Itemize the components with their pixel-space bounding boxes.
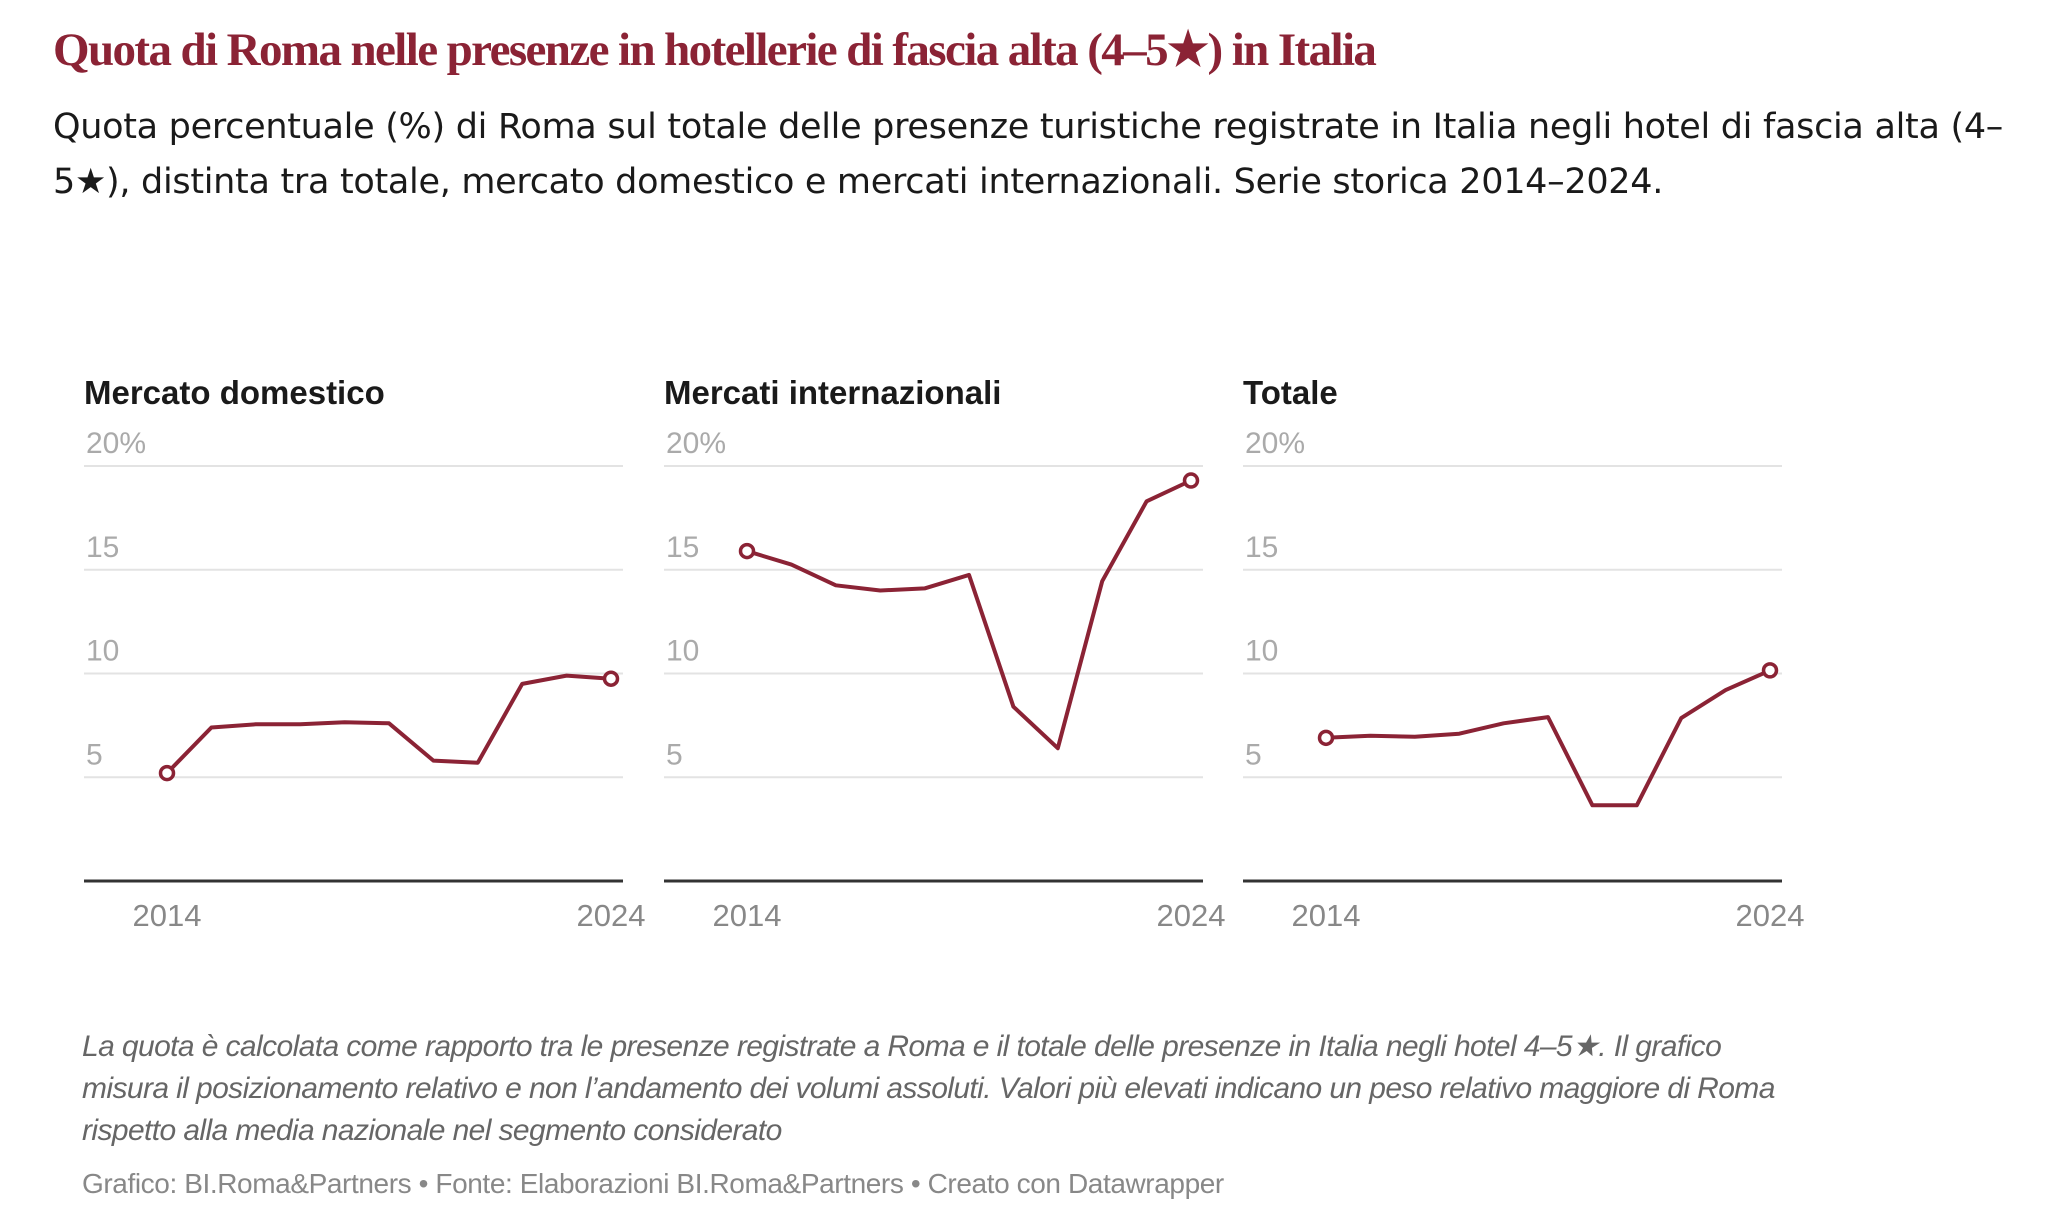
x-tick-label: 2014	[1292, 898, 1361, 933]
x-tick-label: 2024	[1736, 898, 1805, 933]
y-tick-label: 15	[86, 531, 119, 564]
chart-notes: La quota è calcolata come rapporto tra l…	[82, 1030, 1775, 1147]
x-tick-label: 2024	[1157, 898, 1226, 933]
chart-panel: Totale 5 10 15 20% 2014 2024	[1243, 374, 1804, 933]
y-tick-label: 5	[86, 738, 103, 771]
y-tick-label: 10	[1245, 635, 1278, 668]
y-tick-label: 20%	[86, 427, 146, 460]
endpoint-marker	[602, 670, 620, 687]
chart-title: Quota di Roma nelle presenze in hoteller…	[53, 24, 1377, 76]
x-tick-label: 2024	[577, 898, 646, 933]
endpoint-marker	[158, 764, 176, 782]
y-tick-label: 20%	[666, 427, 726, 460]
endpoint-marker	[1761, 662, 1779, 679]
y-tick-label: 5	[666, 738, 683, 771]
chart-panel: Mercato domestico 5 10 15 20% 2014 2024	[84, 374, 645, 933]
x-tick-label: 2014	[713, 898, 782, 933]
panel-title: Mercati internazionali	[664, 374, 1001, 411]
y-tick-label: 15	[1245, 531, 1278, 564]
chart-credit: Grafico: BI.Roma&Partners • Fonte: Elabo…	[82, 1168, 1224, 1199]
y-tick-label: 15	[666, 531, 699, 564]
y-tick-label: 5	[1245, 738, 1262, 771]
y-tick-label: 20%	[1245, 427, 1305, 460]
x-tick-label: 2014	[133, 898, 202, 933]
series-line	[1325, 668, 1771, 808]
y-tick-label: 10	[86, 635, 119, 668]
chart-subtitle: Quota percentuale (%) di Roma sul totale…	[53, 107, 2003, 202]
panel-title: Totale	[1243, 374, 1338, 411]
y-tick-label: 10	[666, 635, 699, 668]
endpoint-marker	[1317, 729, 1335, 747]
endpoint-marker	[738, 542, 756, 560]
panel-title: Mercato domestico	[84, 374, 385, 411]
series-line	[165, 673, 612, 775]
chart-panel: Mercati internazionali 5 10 15 20% 2014 2024	[664, 374, 1225, 933]
endpoint-marker	[1182, 472, 1200, 489]
series-line	[746, 478, 1192, 751]
